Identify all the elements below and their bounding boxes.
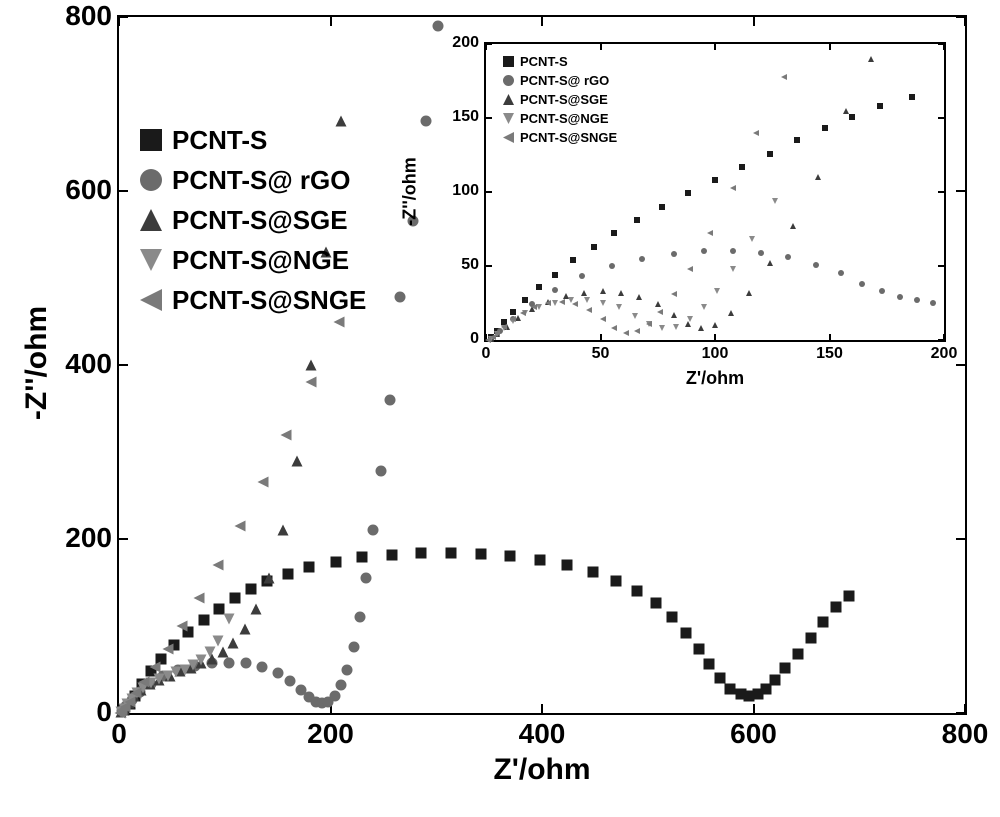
main-legend-item: PCNT-S@SNGE <box>140 280 366 320</box>
main-xtick-label: 800 <box>915 718 1000 750</box>
main-legend-item: PCNT-S@ rGO <box>140 160 366 200</box>
inset-ytick-right <box>938 265 944 267</box>
inset-legend-item: PCNT-S@NGE <box>503 109 617 128</box>
inset-ytick <box>486 191 492 193</box>
main-ytick <box>119 538 128 540</box>
main-xtick <box>330 704 332 713</box>
inset-xtick <box>600 334 602 340</box>
inset-ytick-right <box>938 339 944 341</box>
main-ytick-right <box>956 538 965 540</box>
legend-label: PCNT-S@SNGE <box>520 130 617 145</box>
legend-label: PCNT-S@ rGO <box>172 165 350 196</box>
legend-swatch-icon <box>503 56 514 67</box>
inset-xtick-top <box>829 44 831 50</box>
inset-y-axis-label: -Z''/ohm <box>400 41 421 341</box>
main-legend: PCNT-S PCNT-S@ rGO PCNT-S@SGE PCNT-S@NGE PCN… <box>140 120 366 320</box>
main-ytick <box>119 364 128 366</box>
inset-xtick-top <box>714 44 716 50</box>
inset-legend-item: PCNT-S@ rGO <box>503 71 617 90</box>
main-y-axis-label: -Z''/ohm <box>20 13 54 713</box>
main-xtick-top <box>964 17 966 26</box>
legend-label: PCNT-S@ rGO <box>520 73 609 88</box>
main-xtick-top <box>541 17 543 26</box>
main-xtick-top <box>330 17 332 26</box>
legend-label: PCNT-S@SNGE <box>172 285 366 316</box>
legend-swatch-icon <box>140 289 162 311</box>
inset-xtick <box>829 334 831 340</box>
legend-swatch-icon <box>140 169 162 191</box>
main-ytick <box>119 190 128 192</box>
main-legend-item: PCNT-S@NGE <box>140 240 366 280</box>
legend-label: PCNT-S@NGE <box>520 111 609 126</box>
legend-label: PCNT-S@SGE <box>172 205 348 236</box>
inset-ytick <box>486 339 492 341</box>
inset-xtick-label: 50 <box>551 345 651 363</box>
main-legend-item: PCNT-S@SGE <box>140 200 366 240</box>
inset-xtick-top <box>600 44 602 50</box>
inset-legend-item: PCNT-S <box>503 52 617 71</box>
main-legend-item: PCNT-S <box>140 120 366 160</box>
figure-root: 02004006008000200400600800Z'/ohm-Z''/ohm… <box>0 0 1000 817</box>
inset-ytick-right <box>938 117 944 119</box>
legend-label: PCNT-S@SGE <box>520 92 608 107</box>
legend-swatch-icon <box>140 249 162 271</box>
main-xtick-top <box>118 17 120 26</box>
inset-ytick <box>486 117 492 119</box>
main-ytick <box>119 712 128 714</box>
main-ytick <box>119 16 128 18</box>
main-xtick <box>541 704 543 713</box>
inset-xtick <box>714 334 716 340</box>
main-xtick-label: 600 <box>704 718 804 750</box>
inset-ytick-right <box>938 191 944 193</box>
inset-xtick-label: 100 <box>665 345 765 363</box>
inset-ytick-right <box>938 43 944 45</box>
inset-xtick-label: 200 <box>894 345 994 363</box>
main-ytick-right <box>956 712 965 714</box>
legend-label: PCNT-S <box>172 125 267 156</box>
main-x-axis-label: Z'/ohm <box>117 753 967 787</box>
legend-swatch-icon <box>503 75 514 86</box>
main-ytick-right <box>956 364 965 366</box>
inset-x-axis-label: Z'/ohm <box>484 368 946 389</box>
main-xtick <box>753 704 755 713</box>
main-ytick-right <box>956 190 965 192</box>
inset-ytick <box>486 43 492 45</box>
inset-legend-item: PCNT-S@SNGE <box>503 128 617 147</box>
main-ytick-right <box>956 16 965 18</box>
legend-swatch-icon <box>503 113 514 124</box>
inset-legend: PCNT-S PCNT-S@ rGO PCNT-S@SGE PCNT-S@NGE PCN… <box>503 52 617 147</box>
inset-ytick <box>486 265 492 267</box>
legend-label: PCNT-S@NGE <box>172 245 349 276</box>
legend-swatch-icon <box>140 129 162 151</box>
legend-swatch-icon <box>503 94 514 105</box>
legend-swatch-icon <box>503 132 514 143</box>
legend-label: PCNT-S <box>520 54 568 69</box>
legend-swatch-icon <box>140 209 162 231</box>
inset-legend-item: PCNT-S@SGE <box>503 90 617 109</box>
main-xtick-label: 200 <box>281 718 381 750</box>
main-xtick-top <box>753 17 755 26</box>
inset-xtick-label: 150 <box>780 345 880 363</box>
main-xtick-label: 400 <box>492 718 592 750</box>
